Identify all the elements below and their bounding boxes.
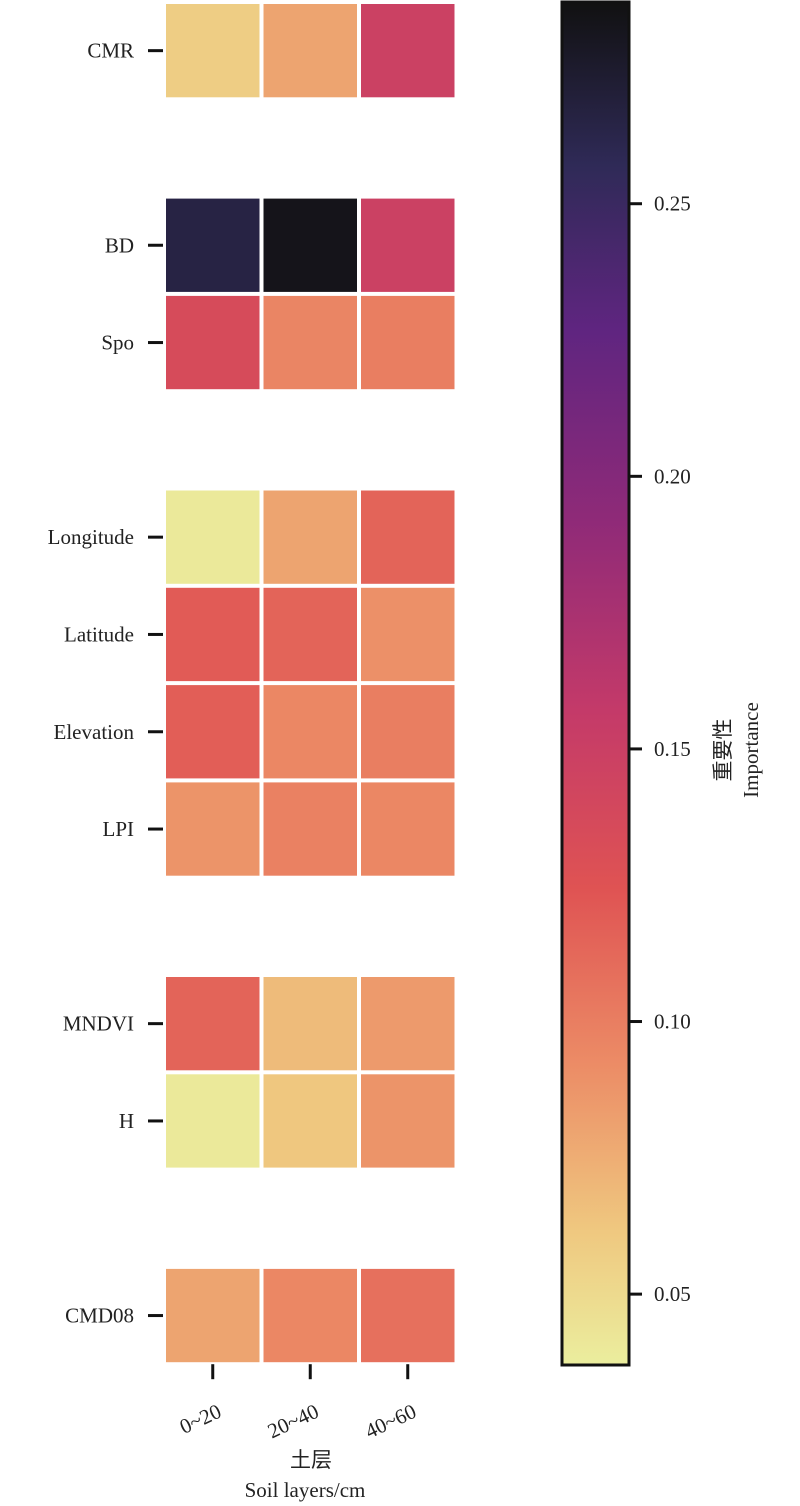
heatmap-cell [166,1074,260,1168]
row-label: Latitude [64,622,134,646]
heatmap-cell [263,490,357,584]
heatmap-cell [263,685,357,779]
heatmap-cell [263,4,357,98]
row-label: BD [105,233,134,257]
colorbar-tick-label: 0.25 [654,192,691,216]
column-label: 20~40 [264,1399,323,1443]
heatmap-cell [361,198,455,292]
row-label: Spo [101,331,134,355]
heatmap-cell [361,1074,455,1168]
colorbar-tick-label: 0.05 [654,1282,691,1306]
heatmap-cell [166,977,260,1071]
heatmap-cell [166,490,260,584]
heatmap-cell [361,4,455,98]
heatmap-cell [263,198,357,292]
colorbar-tick-label: 0.10 [654,1010,691,1034]
heatmap-cell [166,587,260,682]
colorbar-tick-label: 0.15 [654,737,691,761]
heatmap-cell [166,4,260,98]
colorbar-tick-label: 0.20 [654,464,691,488]
heatmap-cell [166,295,260,390]
heatmap-cell [361,1268,455,1363]
heatmap-cell [361,295,455,390]
row-label: CMR [87,39,134,63]
heatmap-cell [166,685,260,779]
heatmap-cell [166,782,260,876]
heatmap-cell [166,1268,260,1363]
row-label: Longitude [48,525,134,549]
heatmap-cell [361,685,455,779]
colorbar-gradient [560,0,631,1367]
colorbar: 0.05 0.10 0.15 0.20 0.25 重要性 Importance [560,0,763,1367]
heatmap-cell [263,782,357,876]
heatmap-cell [361,490,455,584]
heatmap-cell [263,1268,357,1363]
column-label: 40~60 [361,1399,420,1443]
row-label: CMD08 [65,1304,134,1328]
heatmap-cell [361,782,455,876]
column-label: 0~20 [176,1399,225,1439]
colorbar-title-english: Importance [739,702,763,798]
x-axis-title: 土层 [290,1448,332,1472]
colorbar-title: 重要性 [711,719,735,782]
row-label: H [119,1109,134,1133]
row-label: LPI [103,817,135,841]
heatmap-cell [263,977,357,1071]
heatmap-cell [166,198,260,292]
row-label: Elevation [54,720,135,744]
heatmap-cell [263,587,357,682]
x-axis-title-english: Soil layers/cm [245,1478,366,1502]
row-label: MNDVI [63,1012,134,1036]
heatmap-cell [263,1074,357,1168]
heatmap-cell [361,587,455,682]
heatmap-cell [361,977,455,1071]
heatmap-cell [263,295,357,390]
